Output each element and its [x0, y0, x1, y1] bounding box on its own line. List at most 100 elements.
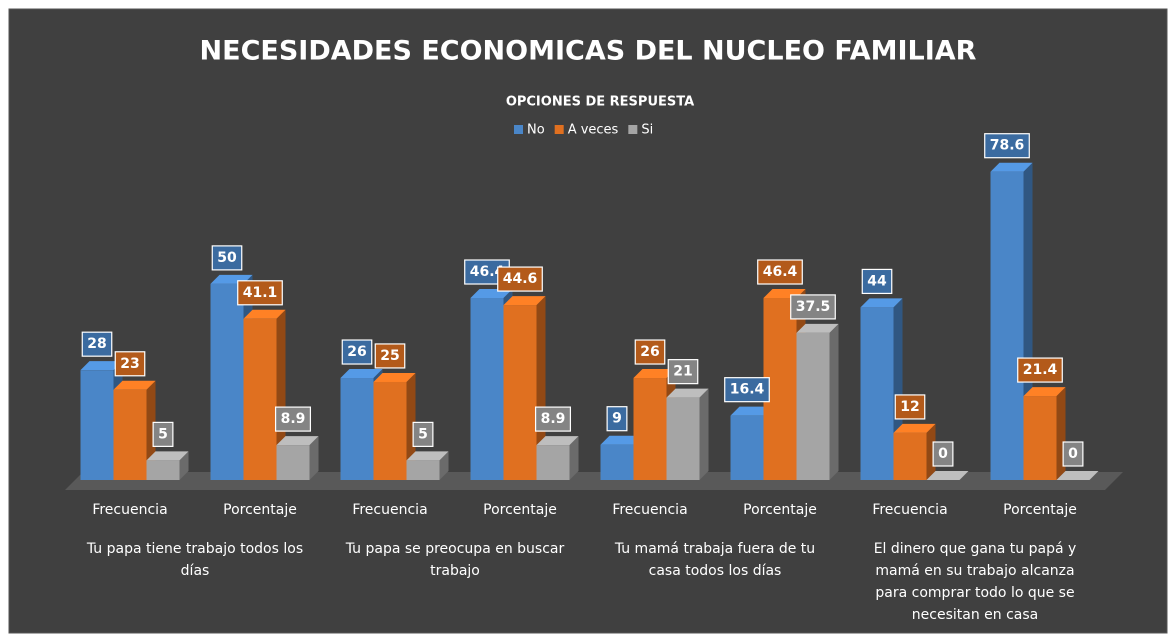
data-label-box — [274, 406, 312, 432]
bar-front — [893, 432, 927, 480]
bar-top — [503, 296, 546, 306]
data-label: 26 — [640, 344, 659, 360]
bar-top — [860, 298, 903, 308]
bar — [1056, 471, 1099, 480]
bar-side — [179, 451, 189, 480]
bar-front — [860, 307, 894, 480]
bar-top — [276, 436, 319, 446]
data-label-box — [606, 406, 628, 432]
bar-side — [439, 451, 449, 480]
data-label-box — [374, 343, 406, 369]
data-label-box — [81, 331, 113, 357]
legend-label: A veces — [568, 123, 619, 138]
data-label: 21.4 — [1023, 362, 1058, 378]
bar-side — [309, 436, 319, 480]
data-label-box — [984, 133, 1030, 159]
bar-side — [699, 388, 709, 480]
legend-swatch — [554, 125, 564, 134]
data-label: 12 — [900, 399, 919, 415]
bar-top — [536, 436, 579, 446]
data-label-box — [341, 339, 373, 365]
data-label: 21 — [673, 364, 692, 380]
data-label: 28 — [87, 336, 106, 352]
bar — [276, 436, 319, 480]
bar-front — [373, 381, 407, 480]
bar — [796, 323, 839, 480]
bar-front — [796, 332, 830, 480]
x-tick-label: Frecuencia — [612, 502, 687, 518]
bar-top — [666, 388, 709, 398]
data-label: 46.4 — [763, 264, 798, 280]
data-label-box — [497, 266, 543, 292]
bar — [926, 471, 969, 480]
bar-top — [1023, 387, 1066, 397]
bar-top — [926, 471, 969, 480]
bar-top — [990, 162, 1033, 172]
legend-swatch — [514, 125, 523, 134]
data-label: 16.4 — [730, 382, 765, 398]
data-label-box — [861, 268, 893, 295]
data-label: 41.1 — [243, 285, 278, 301]
bar-side — [406, 372, 416, 480]
bar-front — [210, 283, 244, 480]
legend-label: Si — [641, 123, 653, 138]
group-label: El dinero que gana tu papá y mamá en su … — [873, 541, 1077, 623]
legend-title: OPCIONES DE RESPUESTA — [506, 95, 694, 110]
bar-front — [666, 397, 700, 480]
bar-front — [1023, 396, 1057, 480]
legend: No A veces Si — [514, 123, 653, 138]
data-label-box — [790, 294, 836, 320]
data-label: 0 — [1068, 446, 1078, 462]
data-label: 50 — [217, 250, 237, 266]
data-label: 5 — [418, 426, 428, 442]
bar — [536, 436, 579, 480]
bar-top — [1056, 471, 1099, 480]
bar — [406, 451, 449, 480]
bar-top — [600, 435, 643, 445]
bar-front — [340, 378, 374, 480]
x-tick-label: Frecuencia — [352, 502, 427, 518]
data-label-box — [152, 421, 174, 447]
data-label: 25 — [380, 348, 399, 364]
bar-front — [536, 445, 570, 480]
bar-front — [80, 370, 114, 480]
bar-top — [340, 369, 383, 379]
data-label: 5 — [158, 426, 168, 442]
x-tick-label: Porcentaje — [223, 502, 297, 518]
bar — [666, 388, 709, 480]
data-label-box — [932, 441, 954, 467]
x-tick-label: Frecuencia — [92, 502, 167, 518]
data-label: 44 — [867, 273, 887, 289]
bar-top — [373, 372, 416, 382]
x-tick-label: Porcentaje — [483, 502, 557, 518]
bar-front — [276, 445, 310, 480]
bar — [1023, 387, 1066, 480]
data-label: 44.6 — [503, 271, 538, 287]
data-label: 46.4 — [470, 264, 505, 280]
data-label-box — [237, 280, 283, 306]
bar — [503, 296, 546, 480]
group-label: Tu papa tiene trabajo todos los días — [86, 541, 304, 579]
data-label: 78.6 — [990, 138, 1025, 154]
group-label: Tu mamá trabaja fuera de tu casa todos l… — [614, 541, 816, 579]
x-tick-label: Porcentaje — [1003, 502, 1077, 518]
legend-swatch — [628, 125, 638, 134]
x-tick-label: Porcentaje — [743, 502, 817, 518]
legend-label: No — [527, 123, 545, 138]
bar — [893, 423, 936, 480]
bar-front — [990, 171, 1024, 481]
data-label: 37.5 — [796, 299, 831, 315]
bar-front — [470, 298, 504, 480]
bar-front — [600, 444, 634, 480]
bar-front — [730, 415, 764, 480]
bar-top — [730, 406, 773, 416]
data-label-box — [757, 259, 803, 285]
x-tick-label: Frecuencia — [872, 502, 947, 518]
data-label: 26 — [347, 344, 366, 360]
data-label-box — [1017, 357, 1063, 383]
chart-title: NECESIDADES ECONOMICAS DEL NUCLEO FAMILI… — [200, 36, 977, 67]
data-label: 8.9 — [541, 411, 566, 427]
data-label: 8.9 — [281, 411, 306, 427]
bar-front — [146, 460, 180, 480]
